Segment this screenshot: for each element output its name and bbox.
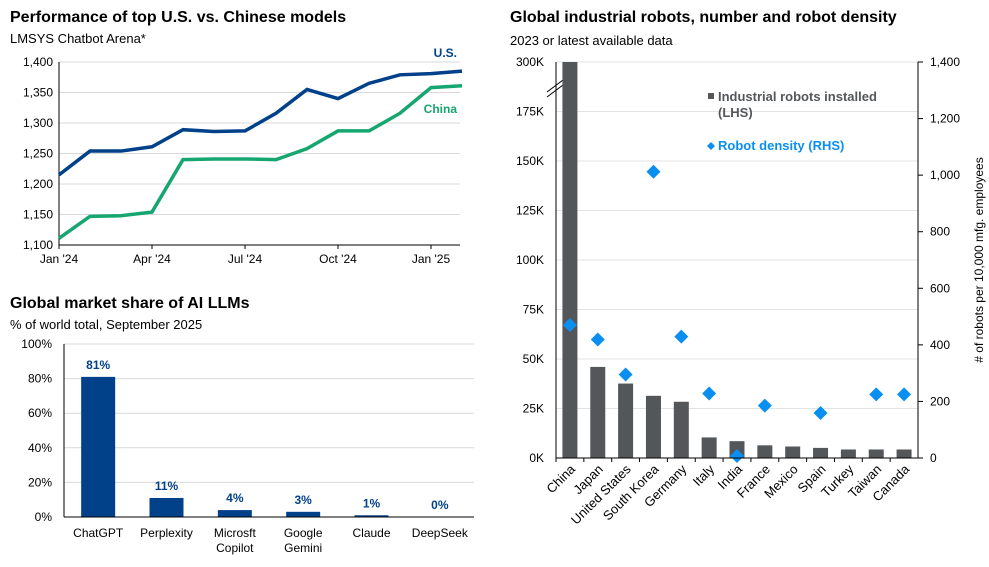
y-left-tick-label: 75K — [523, 303, 544, 317]
data-label: 0% — [431, 498, 449, 512]
y-right-tick-label: 1,400 — [930, 55, 960, 69]
bar — [217, 510, 252, 517]
density-point — [562, 318, 577, 333]
y-left-tick-label: 175K — [516, 105, 544, 119]
y-right-axis-label: # of robots per 10,000 mfg. employees — [972, 157, 986, 362]
y-tick-label: 1,100 — [23, 238, 53, 252]
bar — [896, 449, 912, 458]
density-point — [702, 386, 717, 401]
y-left-tick-label: 25K — [523, 402, 544, 416]
legend-swatch-diamond — [707, 142, 715, 150]
y-right-tick-label: 200 — [930, 394, 950, 408]
bar — [590, 366, 606, 458]
x-tick-label: Copilot — [216, 541, 254, 555]
y-left-tick-label: 300K — [516, 55, 544, 69]
y-tick-label: 40% — [28, 441, 52, 455]
y-tick-label: 1,300 — [23, 116, 53, 130]
bar — [562, 62, 578, 458]
y-right-tick-label: 800 — [930, 225, 950, 239]
bar — [645, 395, 661, 458]
y-tick-label: 80% — [28, 372, 52, 386]
line-chart-title: Performance of top U.S. vs. Chinese mode… — [10, 9, 347, 26]
bar — [149, 497, 184, 517]
x-tick-label: Oct '24 — [319, 252, 357, 266]
x-tick-label: Italy — [690, 461, 718, 489]
x-tick-label: Gemini — [284, 541, 322, 555]
density-point — [646, 164, 661, 179]
bar — [354, 515, 389, 517]
density-point — [674, 329, 689, 344]
x-tick-label: Google — [284, 526, 323, 540]
bar-chart-subtitle: % of world total, September 2025 — [10, 317, 203, 332]
data-label: 3% — [294, 493, 312, 507]
y-left-tick-label: 50K — [523, 352, 544, 366]
data-label: 1% — [363, 496, 381, 510]
bar — [701, 437, 717, 458]
legend-label: (LHS) — [718, 105, 753, 120]
y-tick-label: 1,150 — [23, 208, 53, 222]
bar — [757, 445, 773, 458]
density-point — [730, 449, 744, 464]
density-point — [757, 398, 772, 413]
y-right-tick-label: 1,200 — [930, 112, 960, 126]
y-right-tick-label: 1,000 — [930, 168, 960, 182]
y-right-tick-label: 600 — [930, 281, 950, 295]
bar — [840, 449, 856, 458]
y-tick-label: 60% — [28, 406, 52, 420]
data-label: 4% — [226, 491, 244, 505]
x-tick-label: Jan '25 — [412, 252, 451, 266]
density-point — [813, 406, 828, 421]
x-tick-label: Claude — [352, 526, 390, 540]
bar — [286, 511, 321, 517]
y-tick-label: 100% — [21, 337, 52, 351]
density-point — [618, 367, 633, 382]
bar — [813, 447, 829, 458]
x-tick-label: Jul '24 — [228, 252, 263, 266]
bar — [618, 383, 634, 458]
series-line-us — [57, 69, 463, 177]
line-chart-subtitle: LMSYS Chatbot Arena* — [10, 31, 146, 46]
data-label: 11% — [155, 479, 179, 493]
legend-swatch-bars — [708, 93, 714, 99]
legend-label: Industrial robots installed — [718, 89, 877, 104]
y-tick-label: 1,350 — [23, 86, 53, 100]
series-label: China — [424, 102, 458, 116]
y-left-tick-label: 100K — [516, 253, 544, 267]
x-tick-label: Perplexity — [140, 526, 193, 540]
axis-break-mark — [546, 79, 564, 93]
y-tick-label: 0% — [35, 510, 53, 524]
y-right-tick-label: 400 — [930, 338, 950, 352]
y-left-tick-label: 0K — [529, 451, 544, 465]
robot-chart-title: Global industrial robots, number and rob… — [510, 9, 897, 26]
series-label: U.S. — [434, 46, 457, 60]
data-label: 81% — [86, 358, 110, 372]
y-left-tick-label: 150K — [516, 154, 544, 168]
bar — [785, 446, 801, 458]
y-left-tick-label: 125K — [516, 204, 544, 218]
y-tick-label: 1,200 — [23, 177, 53, 191]
bar-chart-title: Global market share of AI LLMs — [10, 295, 250, 312]
density-point — [590, 332, 605, 347]
x-tick-label: Jan '24 — [40, 252, 79, 266]
bar — [673, 401, 689, 458]
y-tick-label: 1,400 — [23, 55, 53, 69]
y-right-tick-label: 0 — [930, 451, 937, 465]
x-tick-label: Microsft — [214, 526, 257, 540]
axis-break-mark — [546, 84, 564, 98]
bar — [868, 449, 884, 458]
x-tick-label: DeepSeek — [412, 526, 469, 540]
x-tick-label: ChatGPT — [73, 526, 124, 540]
density-point — [897, 387, 912, 402]
density-point — [869, 387, 884, 402]
legend-label: Robot density (RHS) — [718, 138, 844, 153]
robot-chart-subtitle: 2023 or latest available data — [510, 33, 673, 48]
x-tick-label: Apr '24 — [133, 252, 171, 266]
bar — [81, 376, 116, 517]
series-line-china — [57, 84, 463, 240]
y-tick-label: 20% — [28, 475, 52, 489]
y-tick-label: 1,250 — [23, 147, 53, 161]
